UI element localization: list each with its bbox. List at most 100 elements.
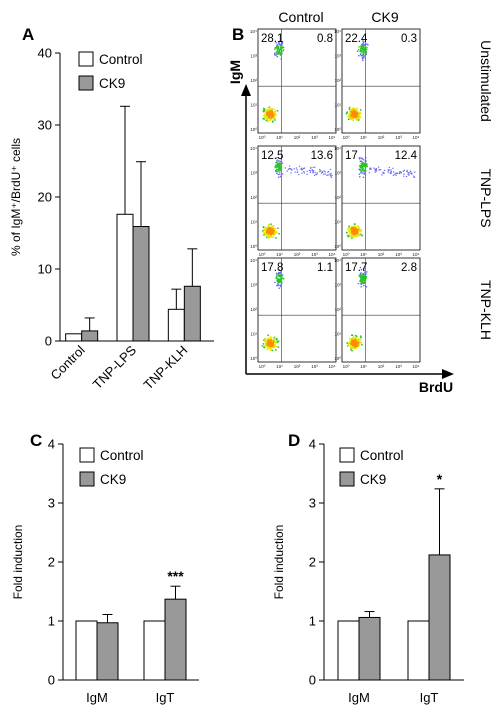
flow-x-tick: 10⁰	[343, 252, 350, 257]
flow-row-label: Unstimulated	[478, 40, 494, 122]
flow-column-title: Control	[278, 9, 323, 25]
bar-ck9-igt	[428, 554, 451, 681]
flow-event	[364, 272, 367, 274]
flow-event	[276, 162, 279, 164]
flow-event	[352, 107, 355, 109]
quadrant-value-upper-left: 22.4	[345, 33, 368, 45]
flow-event	[363, 49, 366, 51]
flow-event	[360, 230, 362, 233]
flow-event	[351, 341, 354, 344]
flow-event	[279, 40, 281, 43]
y-tick-label: 3	[48, 496, 55, 511]
flow-event	[276, 55, 279, 58]
flow-event	[276, 50, 279, 52]
flow-event	[319, 168, 321, 171]
flow-event	[277, 169, 279, 171]
flow-event	[364, 173, 367, 176]
flow-event	[348, 114, 350, 116]
flow-x-tick: 10²	[378, 135, 385, 140]
flow-event	[364, 53, 367, 55]
flow-event	[316, 172, 318, 174]
flow-event	[275, 349, 277, 351]
flow-event	[351, 349, 353, 352]
flow-event	[364, 55, 366, 57]
flow-event	[268, 226, 271, 229]
quadrant-value-upper-right: 13.6	[311, 150, 333, 162]
flow-event	[276, 274, 278, 277]
flow-event	[275, 157, 278, 159]
flow-event	[363, 41, 365, 43]
flow-event	[351, 337, 354, 339]
flow-event	[347, 228, 349, 230]
flow-event	[275, 169, 278, 171]
flow-event	[266, 347, 269, 350]
flow-y-tick: 10²	[250, 78, 257, 83]
flow-event	[400, 171, 403, 174]
flow-event	[300, 167, 303, 169]
flow-event	[350, 348, 352, 351]
flow-event	[352, 116, 355, 119]
flow-event	[275, 337, 278, 340]
quadrant-value-upper-left: 17.7	[345, 262, 367, 274]
flow-event	[362, 40, 364, 42]
flow-event	[366, 271, 368, 273]
flow-event	[403, 175, 405, 177]
flow-y-tick: 10³	[334, 171, 341, 176]
flow-event	[270, 225, 273, 228]
flow-event	[272, 336, 275, 339]
flow-x-tick: 10³	[311, 135, 318, 140]
flow-event	[365, 48, 368, 51]
flow-event	[359, 335, 362, 338]
flow-y-tick: 10⁴	[334, 146, 341, 151]
flow-y-tick: 10⁰	[250, 244, 257, 249]
quadrant-value-upper-left: 17	[345, 150, 358, 162]
flow-event	[306, 173, 308, 175]
flow-event	[355, 227, 358, 230]
flow-x-tick: 10³	[311, 364, 318, 369]
flow-event	[374, 171, 376, 173]
legend-label: Control	[99, 52, 143, 67]
flow-event	[353, 343, 356, 346]
flow-event	[326, 174, 328, 176]
flow-event	[276, 284, 278, 287]
flow-event	[267, 223, 270, 226]
flow-events	[345, 156, 416, 240]
flow-event	[276, 159, 279, 161]
flow-event	[273, 53, 276, 56]
flow-event	[349, 229, 352, 232]
flow-event	[354, 112, 357, 114]
flow-event	[279, 160, 282, 163]
flow-event	[365, 50, 368, 53]
flow-event	[358, 113, 361, 116]
flow-event	[264, 117, 267, 119]
flow-x-tick: 10⁰	[259, 135, 266, 140]
flow-event	[270, 117, 272, 119]
flow-event	[272, 340, 275, 343]
flow-event	[320, 172, 323, 174]
flow-event	[347, 118, 350, 121]
flow-event	[360, 274, 363, 276]
bar-control-control	[65, 333, 83, 342]
flow-event	[267, 114, 269, 117]
flow-y-tick: 10¹	[334, 103, 341, 108]
flow-event	[269, 235, 272, 238]
legend-label: Control	[360, 448, 404, 463]
flow-event	[267, 228, 270, 231]
flow-column-title: CK9	[371, 9, 398, 25]
quadrant-value-upper-right: 12.4	[395, 150, 418, 162]
flow-event	[269, 119, 272, 122]
flow-event	[361, 280, 363, 282]
flow-event	[365, 43, 368, 45]
flow-event	[359, 111, 362, 114]
flow-event	[276, 341, 279, 344]
flow-event	[279, 278, 281, 281]
flow-event	[389, 171, 392, 174]
bar-ck9-igm	[358, 616, 381, 681]
flow-row-label: TNP-KLH	[478, 280, 494, 340]
flow-event	[267, 109, 270, 112]
flow-event	[363, 275, 366, 277]
flow-events	[262, 40, 285, 123]
flow-event	[277, 284, 280, 287]
flow-x-tick: 10⁴	[329, 135, 336, 140]
flow-event	[355, 232, 358, 235]
